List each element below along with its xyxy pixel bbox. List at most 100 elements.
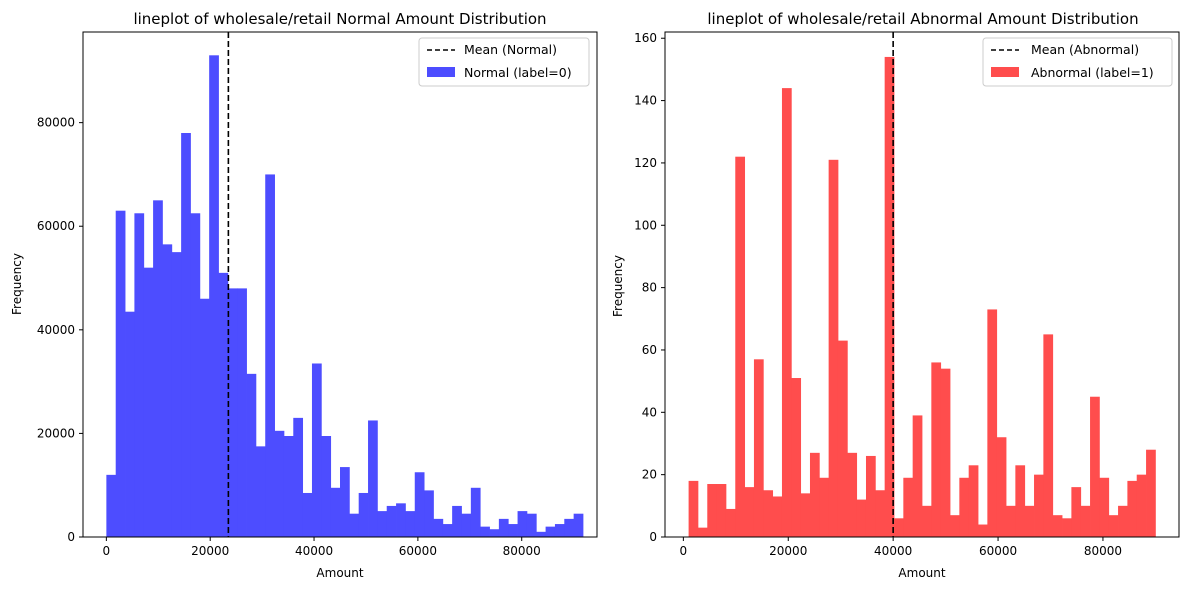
- histogram-bar: [707, 484, 718, 537]
- histogram-bar: [265, 174, 275, 537]
- histogram-bar: [564, 518, 575, 537]
- histogram-bar: [893, 518, 904, 537]
- y-tick-label: 60000: [37, 219, 75, 233]
- histogram-bar: [772, 496, 783, 537]
- histogram-bar: [526, 513, 537, 537]
- histogram-bar: [800, 493, 811, 537]
- histogram-bar: [940, 368, 951, 537]
- histogram-bar: [1062, 518, 1072, 537]
- histogram-bar: [856, 499, 867, 537]
- histogram-bar: [321, 436, 332, 537]
- histogram-bar: [405, 511, 416, 537]
- histogram-bar: [368, 420, 378, 537]
- histogram-bar: [508, 524, 518, 537]
- histogram-bar: [190, 213, 201, 538]
- y-axis-label: Frequency: [611, 255, 625, 317]
- histogram-bar: [781, 88, 792, 537]
- histogram-bar: [143, 267, 154, 537]
- histogram-bar: [227, 288, 238, 537]
- y-tick-label: 60: [642, 343, 657, 357]
- histogram-bar: [735, 156, 746, 538]
- normal-amount-histogram: lineplot of wholesale/retail Normal Amou…: [10, 10, 598, 580]
- histogram-bar: [959, 477, 970, 537]
- legend-mean-label: Mean (Normal): [464, 42, 557, 57]
- histogram-bar: [903, 477, 914, 537]
- histogram-bar: [1146, 449, 1156, 537]
- histogram-bar: [489, 529, 500, 537]
- histogram-bar: [545, 526, 556, 537]
- histogram-bar: [480, 526, 490, 537]
- x-tick-label: 40000: [295, 544, 333, 558]
- legend-normal-patch: [427, 67, 455, 77]
- x-tick-label: 60000: [399, 544, 437, 558]
- histogram-bar: [536, 531, 546, 537]
- histogram-bar: [912, 415, 923, 537]
- histogram-bar: [461, 513, 472, 537]
- plot-frame: [82, 31, 598, 538]
- x-tick-label: 0: [680, 544, 688, 558]
- histogram-bar: [311, 363, 322, 537]
- y-tick-label: 0: [649, 530, 657, 544]
- histogram-bar: [162, 244, 173, 537]
- histogram-bar: [396, 503, 406, 537]
- y-tick-label: 80: [642, 281, 657, 295]
- histogram-bar: [884, 56, 895, 538]
- x-axis-ticks: 0 20000 40000 60000 80000: [680, 537, 1122, 558]
- histogram-bar: [125, 311, 135, 537]
- histogram-bar: [218, 272, 229, 537]
- histogram-bar: [828, 159, 839, 537]
- histogram-bar: [837, 340, 848, 537]
- histogram-bar: [452, 505, 462, 537]
- histogram-bar: [931, 362, 942, 537]
- histogram-bar: [498, 518, 509, 537]
- histogram-bar: [255, 446, 266, 537]
- y-tick-label: 0: [67, 530, 75, 544]
- histogram-bar: [688, 480, 699, 537]
- histogram-bar: [171, 252, 182, 537]
- y-tick-label: 20000: [37, 426, 75, 440]
- y-tick-label: 100: [634, 218, 657, 232]
- x-tick-label: 80000: [503, 544, 541, 558]
- legend-mean-label: Mean (Abnormal): [1031, 42, 1139, 57]
- y-tick-label: 20: [642, 468, 657, 482]
- histogram-bar: [697, 527, 708, 537]
- histogram-bar: [283, 436, 294, 537]
- histogram-bar: [847, 452, 858, 537]
- histogram-bar: [134, 213, 145, 538]
- histogram-bar: [875, 490, 886, 537]
- histogram-bar: [950, 515, 960, 537]
- x-axis-ticks: 0 20000 40000 60000 80000: [103, 537, 541, 558]
- histogram-bar: [978, 524, 988, 537]
- legend-normal-label: Normal (label=0): [464, 65, 572, 80]
- legend: Mean (Normal) Normal (label=0): [418, 37, 590, 87]
- histogram-bar: [1080, 505, 1091, 537]
- histogram-bar: [199, 298, 210, 537]
- legend-abnormal-label: Abnormal (label=1): [1031, 65, 1154, 80]
- histogram-bar: [433, 518, 444, 537]
- x-tick-label: 0: [103, 544, 111, 558]
- y-tick-label: 80000: [37, 116, 75, 130]
- y-axis-ticks: 0 20 40 60 80 100 120 140 160: [634, 31, 665, 544]
- histogram-bar: [573, 513, 584, 537]
- legend-box: [418, 37, 590, 87]
- histogram-bar: [809, 452, 820, 537]
- chart-title: lineplot of wholesale/retail Normal Amou…: [133, 10, 546, 28]
- y-tick-label: 40: [642, 405, 657, 419]
- histogram-bar: [1118, 505, 1128, 537]
- histogram-bar: [517, 511, 528, 537]
- x-tick-label: 60000: [979, 544, 1017, 558]
- histogram-bar: [819, 477, 830, 537]
- histogram-bar: [237, 288, 247, 537]
- histogram-bar: [1024, 505, 1035, 537]
- abnormal-amount-histogram: lineplot of wholesale/retail Abnormal Am…: [611, 10, 1180, 580]
- histogram-bar: [274, 430, 285, 537]
- histogram-bar: [293, 417, 304, 537]
- histogram-bar: [1071, 487, 1082, 537]
- x-axis-label: Amount: [316, 566, 363, 580]
- histogram-bar: [753, 359, 764, 537]
- histogram-bar: [1127, 480, 1138, 537]
- y-tick-label: 160: [634, 31, 657, 45]
- histogram-bar: [115, 210, 126, 537]
- histogram-bar: [1136, 474, 1147, 537]
- histogram-bar: [209, 55, 219, 538]
